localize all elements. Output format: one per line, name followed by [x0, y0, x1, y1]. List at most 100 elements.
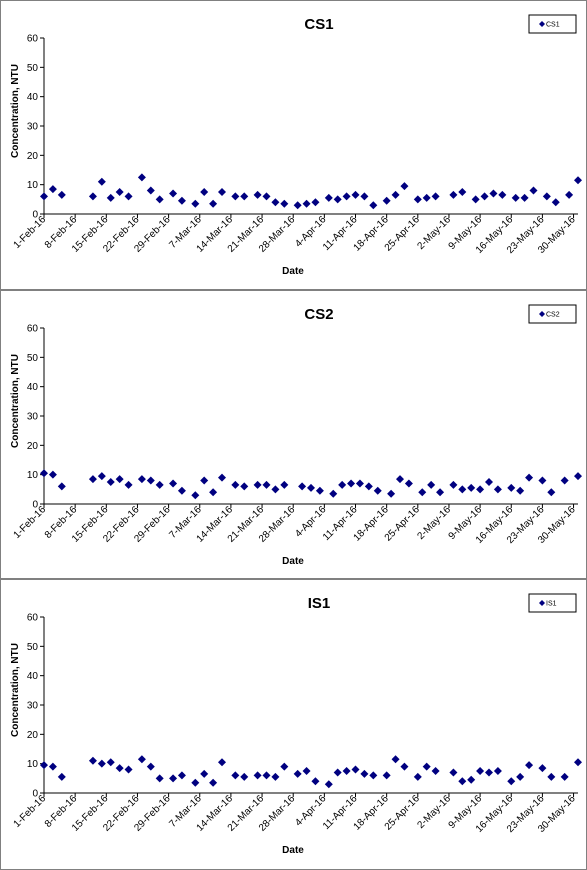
data-point — [191, 199, 200, 208]
legend-box — [528, 304, 577, 324]
data-point — [97, 472, 106, 481]
chart-title: IS1 — [308, 595, 331, 612]
y-tick-label: 20 — [27, 441, 39, 452]
x-axis-title: Date — [282, 845, 304, 856]
y-tick-label: 60 — [27, 324, 39, 335]
data-point — [387, 489, 396, 498]
data-point — [231, 771, 240, 780]
data-point — [369, 771, 378, 780]
data-point — [449, 190, 458, 199]
data-point — [155, 195, 164, 204]
data-point — [373, 486, 382, 495]
data-point — [115, 475, 124, 484]
data-point — [431, 192, 440, 201]
legend-marker — [539, 21, 545, 27]
data-point — [400, 182, 409, 191]
data-point — [88, 192, 97, 201]
data-point — [124, 192, 133, 201]
data-point — [516, 772, 525, 781]
data-point — [547, 772, 556, 781]
data-point — [48, 470, 57, 479]
data-point — [458, 188, 467, 196]
data-point — [231, 480, 240, 489]
data-point — [209, 488, 218, 497]
data-point — [218, 473, 226, 482]
x-tick-label: 1-Feb-16 — [12, 793, 49, 830]
data-point — [302, 199, 311, 208]
data-point — [436, 488, 445, 497]
data-point — [253, 480, 262, 489]
legend-box — [528, 14, 577, 34]
data-point — [538, 764, 547, 773]
data-point — [97, 759, 106, 768]
data-point — [231, 192, 240, 201]
data-point — [218, 758, 226, 767]
data-point — [565, 190, 574, 199]
data-point — [333, 768, 342, 777]
data-point — [529, 186, 538, 195]
data-point — [342, 767, 351, 775]
y-axis-title: Concentration, NTU — [10, 354, 21, 448]
data-point — [124, 480, 133, 489]
data-point — [364, 482, 373, 491]
data-point — [511, 193, 520, 202]
y-tick-label: 10 — [27, 759, 39, 770]
legend-marker — [539, 600, 545, 606]
data-point — [476, 767, 485, 775]
data-point — [97, 177, 106, 186]
data-point — [351, 190, 360, 199]
data-point — [360, 769, 369, 778]
chart-title: CS1 — [304, 16, 333, 33]
data-point — [280, 199, 289, 208]
legend-marker — [539, 311, 545, 317]
y-tick-label: 0 — [32, 789, 38, 800]
data-point — [200, 769, 209, 778]
data-point — [200, 188, 209, 196]
data-point — [169, 479, 178, 488]
y-tick-label: 50 — [27, 353, 39, 364]
data-point — [262, 480, 271, 489]
y-tick-label: 60 — [27, 613, 39, 624]
data-point — [115, 188, 124, 196]
y-tick-label: 60 — [27, 34, 39, 45]
data-point — [551, 198, 560, 207]
data-point — [280, 480, 289, 489]
data-point — [525, 761, 534, 770]
data-point — [324, 193, 333, 202]
data-point — [137, 475, 146, 484]
data-point — [57, 482, 66, 491]
data-point — [311, 198, 320, 207]
y-axis-title: Concentration, NTU — [10, 64, 21, 158]
data-point — [177, 771, 186, 780]
data-point — [253, 771, 262, 780]
data-point — [115, 764, 124, 773]
y-tick-label: 10 — [27, 180, 39, 191]
y-tick-label: 40 — [27, 671, 39, 682]
data-point — [458, 485, 467, 494]
data-point — [191, 491, 200, 500]
data-point — [493, 767, 502, 775]
data-point — [369, 201, 378, 210]
data-point — [476, 485, 485, 494]
chart-panel-is1: IS1 0 10 20 30 40 50 60 1-Feb-16 8-Feb-16 15-Feb-1… — [0, 579, 587, 870]
data-point — [253, 190, 262, 199]
data-point — [324, 780, 333, 789]
data-point — [574, 472, 582, 481]
y-tick-label: 10 — [27, 470, 39, 481]
data-point — [404, 479, 413, 488]
data-point — [106, 758, 115, 767]
legend-box — [528, 593, 577, 613]
data-point — [48, 762, 57, 771]
data-point — [498, 190, 507, 199]
data-point — [57, 772, 66, 781]
data-point — [333, 195, 342, 204]
data-point — [467, 483, 476, 492]
data-point — [422, 762, 431, 771]
chart-title: CS2 — [304, 306, 333, 323]
data-point — [471, 195, 480, 204]
data-point — [271, 198, 280, 207]
x-tick-label: 25-Apr-16 — [383, 214, 423, 254]
data-point — [169, 774, 178, 783]
data-point — [574, 176, 582, 185]
data-point — [218, 188, 226, 196]
